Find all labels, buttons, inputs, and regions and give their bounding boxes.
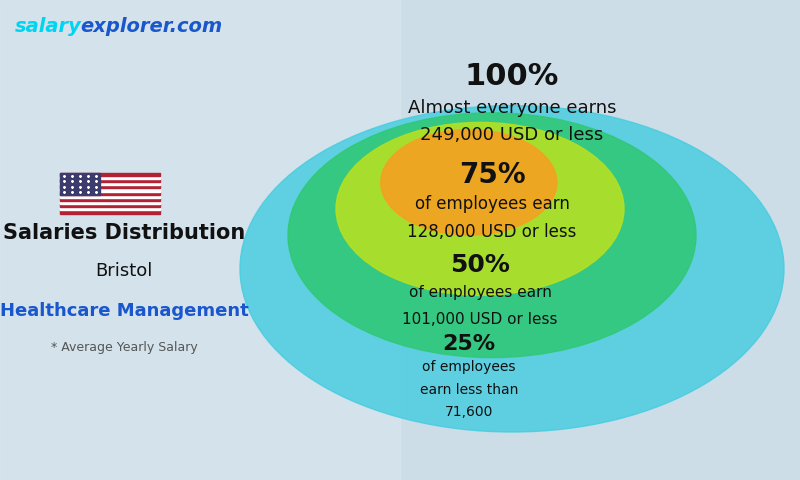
Text: Healthcare Management: Healthcare Management	[0, 302, 248, 321]
Bar	[60, 189, 160, 192]
Text: Bristol: Bristol	[95, 262, 153, 279]
Text: * Average Yearly Salary: * Average Yearly Salary	[50, 341, 198, 354]
Bar	[60, 201, 160, 204]
Bar	[60, 198, 160, 201]
Bar	[60, 195, 160, 198]
Bar	[60, 179, 160, 182]
Ellipse shape	[336, 122, 624, 295]
Text: salary: salary	[14, 17, 82, 36]
Text: 249,000 USD or less: 249,000 USD or less	[420, 126, 604, 144]
Text: of employees: of employees	[422, 360, 515, 374]
Text: Almost everyone earns: Almost everyone earns	[408, 99, 616, 117]
Ellipse shape	[240, 106, 784, 432]
Ellipse shape	[288, 113, 696, 358]
Text: Salaries Distribution: Salaries Distribution	[3, 223, 245, 243]
Text: 71,600: 71,600	[445, 405, 493, 419]
Text: of employees earn: of employees earn	[414, 195, 570, 214]
Bar	[60, 204, 160, 207]
Text: 101,000 USD or less: 101,000 USD or less	[402, 312, 558, 327]
Text: earn less than: earn less than	[420, 383, 518, 397]
Text: 100%: 100%	[465, 62, 559, 91]
Text: 25%: 25%	[442, 334, 495, 354]
Bar	[60, 192, 160, 195]
Text: explorer.com: explorer.com	[80, 17, 222, 36]
Text: 128,000 USD or less: 128,000 USD or less	[407, 223, 577, 241]
FancyBboxPatch shape	[0, 0, 400, 480]
Bar	[60, 173, 100, 195]
Bar	[60, 210, 160, 214]
Ellipse shape	[381, 130, 557, 235]
Text: 75%: 75%	[458, 161, 526, 189]
Bar	[60, 182, 160, 185]
Text: of employees earn: of employees earn	[409, 285, 551, 300]
Bar	[60, 176, 160, 179]
Bar	[60, 173, 160, 176]
Bar	[60, 207, 160, 210]
Text: 50%: 50%	[450, 253, 510, 277]
Bar	[60, 185, 160, 189]
